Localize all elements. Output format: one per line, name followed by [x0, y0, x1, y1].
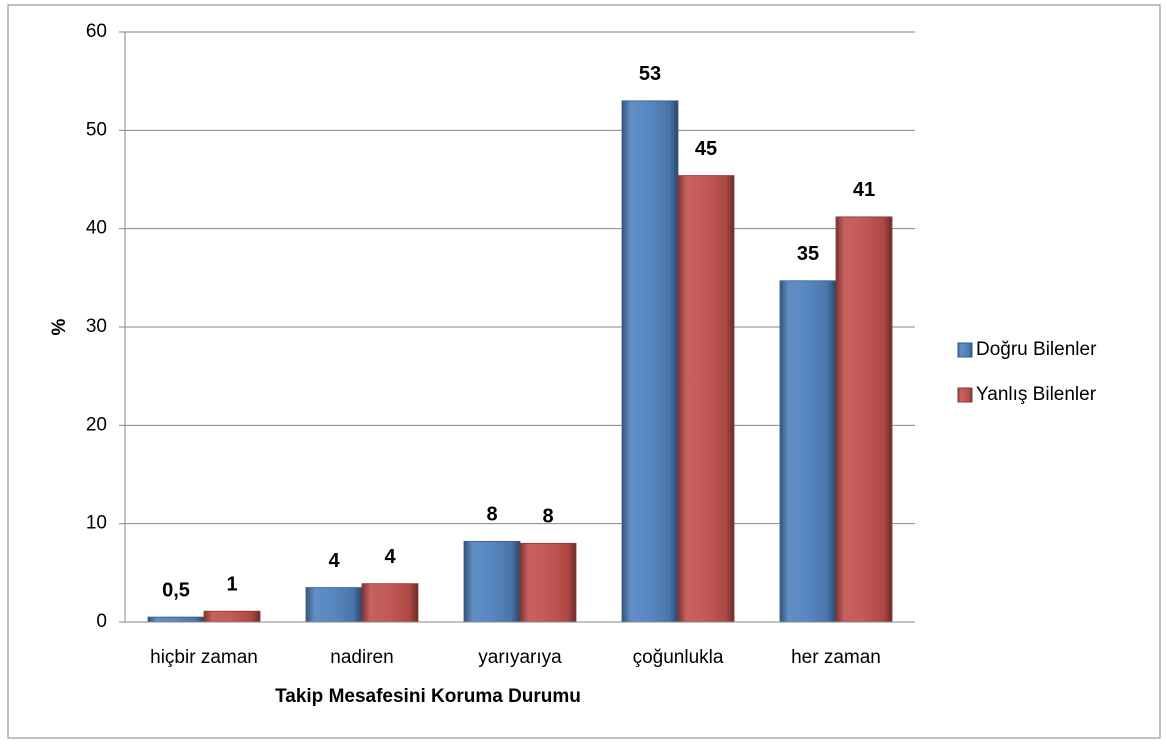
- y-tick-label: 30: [86, 316, 107, 337]
- value-label: 53: [639, 63, 661, 85]
- bar: [835, 216, 893, 623]
- value-label: 4: [328, 550, 340, 572]
- bar: [519, 542, 577, 623]
- legend-swatch: [957, 387, 973, 403]
- chart-border: [7, 4, 1161, 739]
- value-label: 41: [853, 179, 875, 201]
- y-tick-label: 40: [86, 218, 107, 239]
- bar: [305, 587, 363, 623]
- x-tick-label: her zaman: [791, 647, 881, 668]
- legend-label: Doğru Bilenler: [976, 339, 1097, 360]
- legend-label: Yanlış Bilenler: [976, 384, 1097, 405]
- bar: [463, 540, 521, 623]
- x-tick-label: hiçbir zaman: [150, 647, 258, 668]
- value-label: 1: [226, 573, 237, 595]
- bar: [147, 616, 205, 623]
- value-label: 4: [384, 546, 396, 568]
- y-tick-label: 60: [86, 21, 107, 42]
- value-label: 35: [797, 243, 819, 265]
- bar: [677, 175, 735, 623]
- x-axis-title: Takip Mesafesini Koruma Durumu: [275, 686, 581, 707]
- value-label: 8: [486, 504, 497, 526]
- legend-swatch: [957, 342, 973, 358]
- y-tick-label: 20: [86, 414, 107, 435]
- value-label: 0,5: [162, 579, 190, 601]
- bar: [621, 100, 679, 623]
- x-tick-label: yarıyarıya: [478, 647, 562, 668]
- value-label: 8: [542, 506, 553, 528]
- y-tick-label: 10: [86, 513, 107, 534]
- x-tick-label: çoğunlukla: [633, 647, 724, 668]
- y-tick-label: 50: [86, 119, 107, 140]
- bar: [361, 583, 419, 623]
- y-axis-title: %: [49, 318, 70, 335]
- bar: [203, 610, 261, 623]
- y-tick-label: 0: [96, 611, 107, 632]
- value-label: 45: [695, 138, 717, 160]
- x-tick-label: nadiren: [330, 647, 393, 668]
- bar: [779, 280, 837, 623]
